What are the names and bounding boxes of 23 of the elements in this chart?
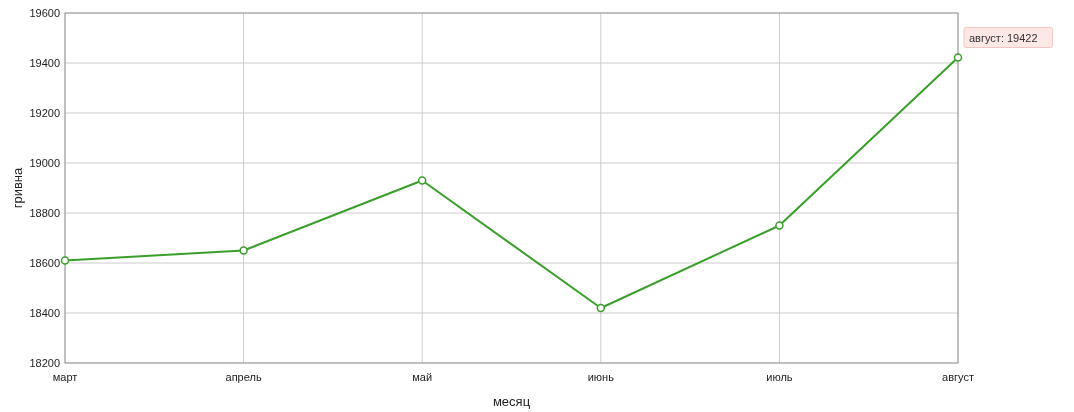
point [239,246,248,255]
x-tick-label: май [412,371,433,383]
point [775,221,784,230]
annotation: август: 19422 [969,31,1038,44]
y-tick-label: 19600 [29,6,60,19]
point [953,53,963,62]
y-tick-label: 18200 [29,356,60,369]
y-tick-label: 19200 [29,106,60,119]
point [596,303,606,313]
y-tick-label: 19400 [29,56,60,69]
point [417,176,427,185]
y-axis-title: гривна [10,166,25,209]
x-tick-label: август [942,371,974,383]
y-tick-label: 18600 [29,256,60,269]
point [60,256,70,265]
y-tick-label: 19000 [29,156,60,169]
x-tick-label: март [52,371,78,383]
y-tick-label: 18800 [29,206,60,219]
x-tick-label: июль [766,371,793,383]
x-tick-label: апрель [225,371,262,383]
x-axis-title: месяц [492,394,531,409]
x-tick-label: июнь [587,371,615,383]
y-tick-label: 18400 [29,306,60,319]
